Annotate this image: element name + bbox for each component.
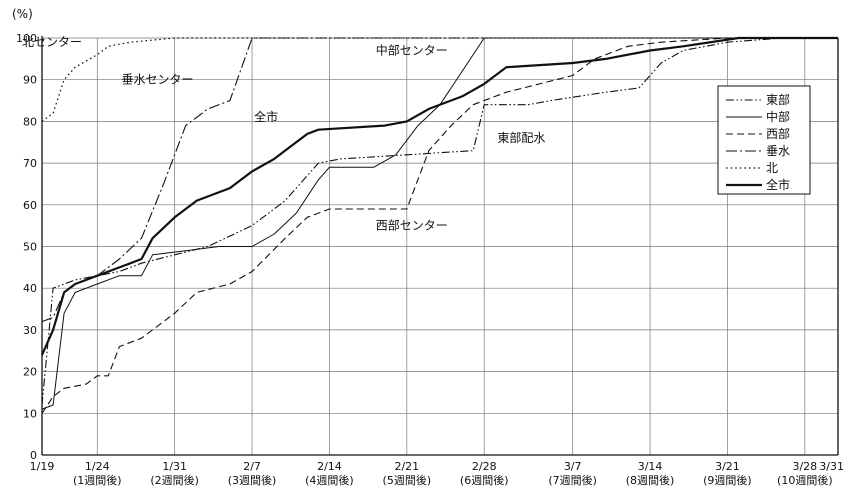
x-tick-sublabel: (2週間後) <box>150 473 199 487</box>
annotation-label: 北センター <box>22 35 82 49</box>
legend-label-5: 北 <box>766 161 778 175</box>
axes <box>41 36 839 456</box>
x-tick-label: 3/14 <box>638 460 663 473</box>
y-tick-label: 80 <box>23 115 37 128</box>
series-line-2 <box>41 37 838 410</box>
y-tick-label: 50 <box>23 241 37 254</box>
y-tick-labels: 0 10 20 30 40 50 60 70 80 90 100 <box>16 32 37 462</box>
legend-box <box>717 85 811 195</box>
x-tick-label: 2/7 <box>243 460 261 473</box>
series-line-1 <box>41 37 838 406</box>
x-tick-sublabel: (5週間後) <box>383 473 432 487</box>
x-tick-sublabel: (6週間後) <box>460 473 509 487</box>
x-tick-sublabel: (4週間後) <box>305 473 354 487</box>
x-tick-label: 2/14 <box>317 460 342 473</box>
annotation-label: 中部センター <box>376 43 448 58</box>
x-tick-sublabel: (9週間後) <box>703 473 752 487</box>
x-tick-label: 2/28 <box>472 460 497 473</box>
y-tick-label: 90 <box>23 74 37 87</box>
x-tick-label: 1/31 <box>162 460 187 473</box>
x-tick-label: 3/21 <box>715 460 740 473</box>
x-tick-labels: 1/19 1/24(1週間後) 1/31(2週間後) 2/7(3週間後) 2/14(4週… <box>30 460 844 487</box>
y-tick-label: 30 <box>23 324 37 337</box>
y-tick-label: 0 <box>30 449 37 462</box>
annotation-label: 東部配水 <box>497 130 545 145</box>
y-tick-label: 40 <box>23 282 37 295</box>
x-tick-sublabel: (1週間後) <box>73 473 122 487</box>
x-tick-sublabel: (7週間後) <box>548 473 597 487</box>
x-tick-label: 1/19 <box>30 460 55 473</box>
y-tick-label: 20 <box>23 366 37 379</box>
x-tick-label: 1/24 <box>85 460 110 473</box>
legend-label-2: 中部 <box>766 109 790 124</box>
series-line-3 <box>41 37 838 414</box>
annotation-label: 全市 <box>254 109 278 124</box>
x-tick-sublabel: (8週間後) <box>626 473 675 487</box>
series-line-5 <box>41 37 838 122</box>
x-tick-label: 3/28 <box>792 460 817 473</box>
legend-label-3: 西部 <box>766 126 790 141</box>
annotation-label: 西部センター <box>376 218 448 233</box>
legend-label-6: 全市 <box>766 177 790 192</box>
x-tick-label: 3/31 <box>819 460 844 473</box>
y-tick-label: 70 <box>23 157 37 170</box>
x-tick-label: 3/7 <box>564 460 582 473</box>
y-tick-label: 100 <box>16 32 37 45</box>
y-tick-label: 60 <box>23 199 37 212</box>
y-axis-unit-label: (%) <box>12 7 33 21</box>
x-tick-label: 2/21 <box>394 460 419 473</box>
y-tick-label: 10 <box>23 407 37 420</box>
x-tick-sublabel: (3週間後) <box>228 473 277 487</box>
series-lines <box>40 36 838 414</box>
legend-label-1: 東部 <box>766 92 790 107</box>
annotation-label: 垂水センター <box>122 73 194 87</box>
series-line-6 <box>40 36 838 356</box>
legend-label-4: 垂水 <box>766 144 790 158</box>
x-tick-sublabel: (10週間後) <box>777 473 833 487</box>
